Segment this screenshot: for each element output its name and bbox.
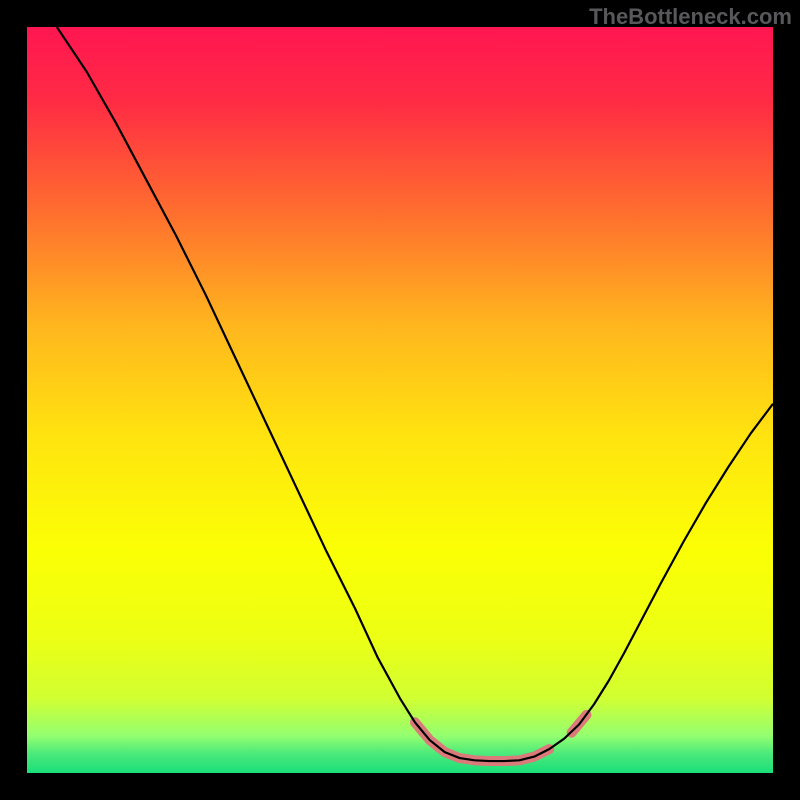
bottleneck-curve: [57, 27, 773, 761]
curve-highlight: [415, 722, 549, 761]
curve-layer: [0, 0, 800, 800]
chart-frame: TheBottleneck.com: [0, 0, 800, 800]
watermark-text: TheBottleneck.com: [589, 4, 792, 30]
